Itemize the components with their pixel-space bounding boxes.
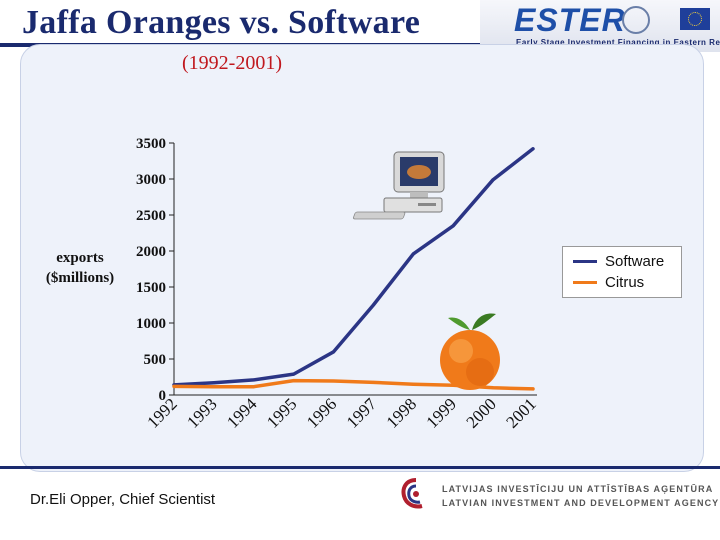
agency-emblem-icon: [401, 478, 423, 509]
legend-label-citrus: Citrus: [605, 273, 645, 291]
data-point-citrus-2000: [491, 386, 495, 390]
computer-icon: [353, 151, 445, 220]
x-tick-label-1992: 1992: [143, 394, 180, 431]
ester-emblem-icon: [622, 6, 650, 34]
x-tick-label-1995: 1995: [263, 394, 300, 431]
data-point-citrus-1997: [371, 380, 375, 384]
legend-swatch-software: [573, 259, 597, 263]
footer-rule: [0, 466, 720, 469]
data-point-citrus-2001: [531, 387, 535, 391]
slide-subtitle: (1992-2001): [182, 52, 282, 74]
y-tick-label-3: 1500: [136, 280, 166, 296]
data-point-software-1995: [292, 372, 296, 376]
data-point-citrus-1993: [212, 385, 216, 389]
slide-title: Jaffa Oranges vs. Software: [22, 4, 421, 41]
y-tick-label-7: 3500: [136, 136, 166, 152]
y-tick-label-0: 0: [159, 388, 167, 404]
y-tick-label-1: 500: [144, 352, 167, 368]
series-line-software: [172, 147, 535, 387]
y-tick-label-2: 1000: [136, 316, 166, 332]
x-tick-label-1996: 1996: [303, 394, 340, 431]
data-point-software-1994: [252, 378, 256, 382]
y-tick-label-5: 2500: [136, 208, 166, 224]
ester-tagline: Early Stage Investment Financing in East…: [516, 38, 720, 47]
eu-flag-icon: [680, 8, 710, 30]
legend-label-software: Software: [605, 252, 665, 270]
data-point-software-1999: [451, 224, 455, 228]
orange-icon: [440, 313, 500, 390]
data-point-citrus-1994: [252, 385, 256, 389]
data-point-software-1996: [332, 350, 336, 354]
x-tick-label-1997: 1997: [343, 394, 381, 432]
agency-name-en: LATVIAN INVESTMENT AND DEVELOPMENT AGENC…: [442, 498, 720, 508]
x-tick-label-2000: 2000: [462, 394, 499, 431]
agency-name-lv: LATVIJAS INVESTĪCIJU UN ATTĪSTĪBAS AĢENT…: [442, 484, 714, 494]
x-tick-label-1998: 1998: [383, 394, 420, 431]
data-point-citrus-1992: [172, 384, 176, 388]
data-point-software-2000: [491, 178, 495, 182]
y-tick-label-6: 3000: [136, 172, 166, 188]
ester-logo-mark: ESTER: [514, 2, 626, 38]
footer-credit: Dr.Eli Opper, Chief Scientist: [30, 491, 216, 508]
x-tick-label-1999: 1999: [423, 394, 460, 431]
data-point-software-2001: [531, 147, 535, 151]
legend-item-software: Software: [573, 251, 664, 271]
y-axis-label: exports ($millions): [30, 248, 130, 288]
legend-swatch-citrus: [573, 280, 597, 284]
x-tick-label-2001: 2001: [502, 394, 539, 431]
x-tick-label-1994: 1994: [223, 394, 261, 432]
legend-item-citrus: Citrus: [573, 272, 644, 292]
data-point-software-1993: [212, 381, 216, 385]
data-point-software-1997: [371, 303, 375, 307]
y-tick-label-4: 2000: [136, 244, 166, 260]
y-axis-label-line2: ($millions): [45, 270, 115, 286]
chart-legend: Software Citrus: [562, 246, 682, 298]
agency-name: LATVIJAS INVESTĪCIJU UN ATTĪSTĪBAS AĢENT…: [442, 482, 719, 510]
data-point-citrus-1996: [332, 379, 336, 383]
data-point-citrus-1995: [292, 379, 296, 383]
y-axis-label-line1: exports: [56, 250, 104, 266]
x-tick-label-1993: 1993: [183, 394, 220, 431]
ester-logo: ESTER Early Stage Investment Financing i…: [480, 0, 720, 52]
data-point-software-1998: [411, 252, 415, 256]
data-point-citrus-1998: [411, 382, 415, 386]
